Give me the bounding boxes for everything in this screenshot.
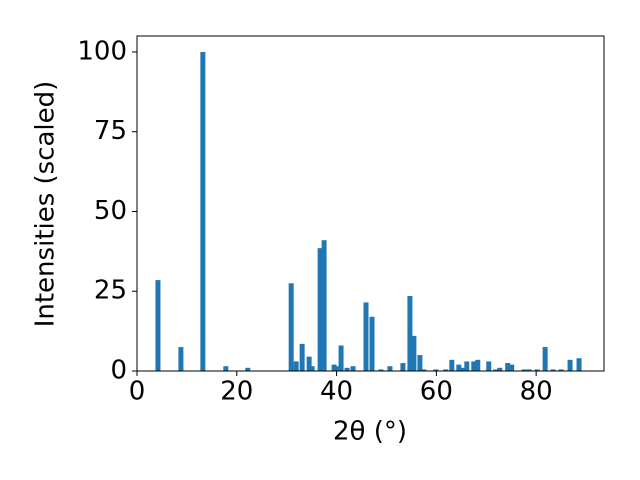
bar [521,369,527,371]
bar [567,359,573,371]
x-tick-label: 80 [520,377,553,407]
bar [550,369,556,371]
bar [369,316,375,371]
x-tick-label: 60 [420,377,453,407]
bar [363,302,369,371]
bar [293,361,299,371]
bar [407,296,413,371]
bar [558,369,564,371]
bar [433,369,439,371]
bar [493,369,499,371]
bar [387,366,393,371]
x-tick-label: 20 [220,377,253,407]
bar [378,369,384,371]
bar [309,366,315,371]
y-tick-label: 100 [77,36,127,66]
bar [155,280,161,371]
bar [486,361,492,371]
bar [200,51,206,371]
plot-frame [136,35,605,372]
y-tick-label: 25 [94,276,127,306]
bar [505,363,511,371]
bar [460,367,466,371]
bar [464,361,470,371]
x-tick-label: 40 [320,377,353,407]
bar [443,369,449,371]
bar [299,343,305,371]
bar [223,366,229,371]
bar [411,335,417,371]
bar [421,369,427,371]
bar [245,367,251,371]
bar [321,240,327,371]
bar [471,361,477,371]
y-axis-label: Intensities (scaled) [31,81,61,328]
bar [344,367,350,371]
x-tick-label: 0 [129,377,146,407]
y-tick-label: 0 [110,356,127,386]
bar [333,366,339,371]
bar [526,369,532,371]
bar [178,347,184,371]
bar [317,248,323,371]
bar [400,363,406,371]
bar [542,347,548,371]
bar [306,356,312,371]
bar [497,367,503,371]
bar [509,364,515,371]
bar [534,369,540,371]
bar [449,359,455,371]
bar [475,359,481,371]
y-tick-label: 75 [94,116,127,146]
bar [288,283,294,371]
bar [338,345,344,371]
bar [576,358,582,371]
y-tick-label: 50 [94,196,127,226]
bar [417,355,423,371]
bar [456,364,462,371]
x-axis-label: 2θ (°) [333,417,407,447]
bar [350,366,356,371]
